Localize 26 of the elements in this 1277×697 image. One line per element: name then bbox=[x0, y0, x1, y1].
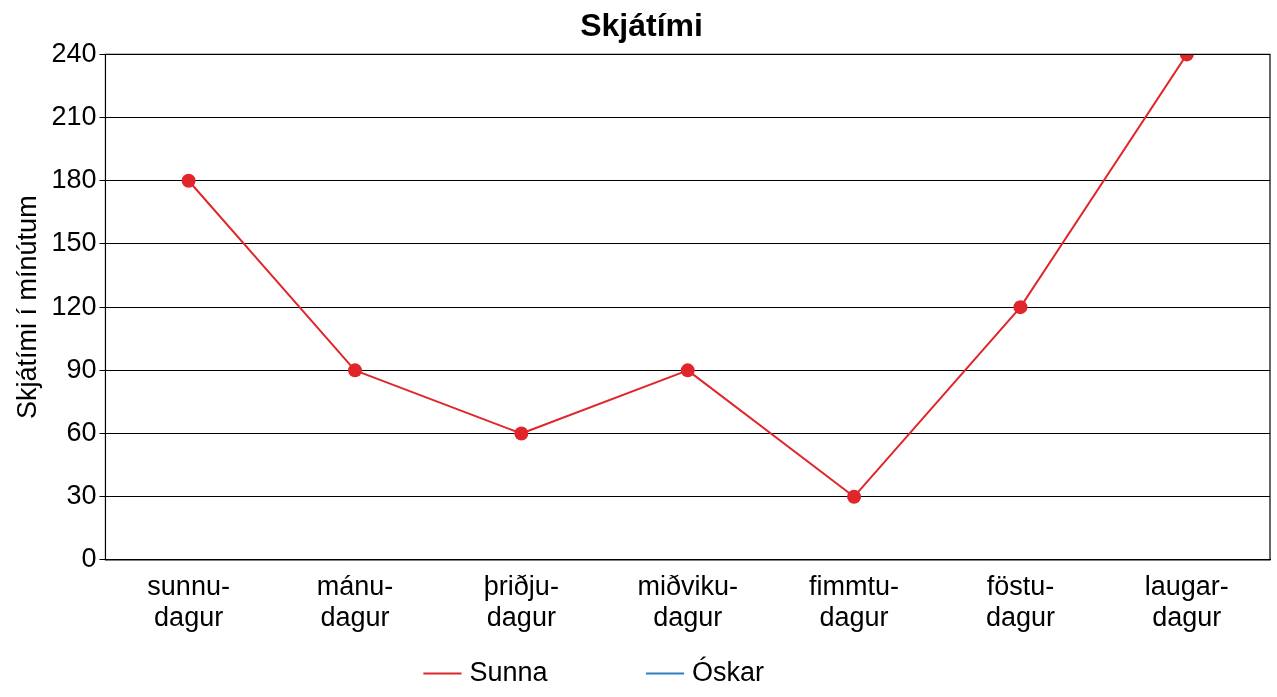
y-tick-label: 60 bbox=[66, 416, 97, 447]
x-tick-label: sunnu- dagur bbox=[147, 570, 230, 632]
point bbox=[181, 173, 196, 188]
legend-label: Sunna bbox=[469, 656, 638, 687]
point bbox=[1013, 300, 1028, 315]
point bbox=[348, 363, 362, 378]
y-tick-label: 180 bbox=[51, 164, 97, 195]
y-tick-label: 90 bbox=[66, 353, 97, 384]
y-tick-label: 210 bbox=[51, 101, 97, 132]
x-tick-label: fimmtu- dagur bbox=[809, 570, 900, 632]
x-tick-label: mánu- dagur bbox=[316, 570, 394, 632]
x-tick-label: þriðju- dagur bbox=[483, 570, 559, 632]
point bbox=[847, 489, 862, 504]
x-tick-label: laugar- dagur bbox=[1144, 570, 1229, 632]
chart-title: Skjátími bbox=[580, 7, 703, 44]
point bbox=[514, 426, 529, 441]
x-tick-label: miðviku- dagur bbox=[637, 570, 738, 632]
y-axis-title: Skjátími í mínútum bbox=[11, 195, 42, 419]
y-tick-label: 120 bbox=[51, 290, 97, 321]
y-tick-label: 30 bbox=[66, 480, 97, 511]
y-tick-label: 0 bbox=[81, 543, 97, 574]
y-tick-label: 240 bbox=[51, 37, 97, 68]
y-tick-label: 150 bbox=[51, 227, 97, 258]
x-tick-label: föstu- dagur bbox=[985, 570, 1055, 632]
point bbox=[680, 363, 695, 378]
legend-label: Óskar bbox=[692, 655, 855, 687]
